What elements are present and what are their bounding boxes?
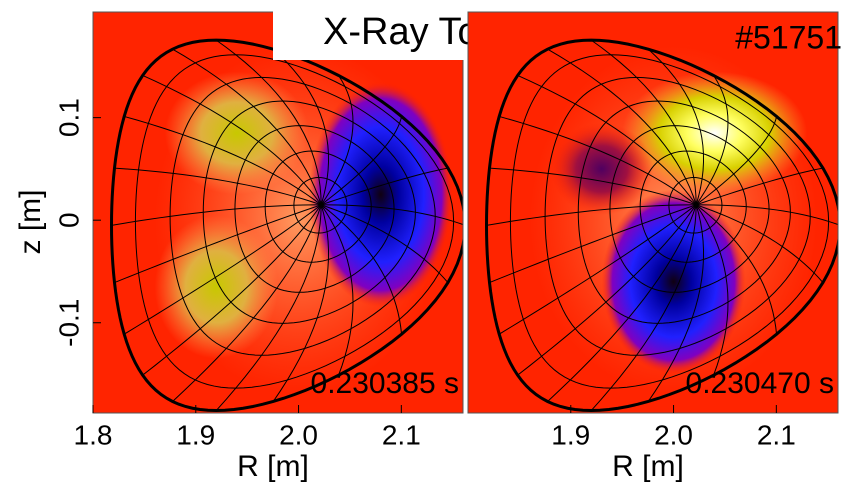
- emission-region: [164, 71, 309, 195]
- x-tick-label: 1.9: [176, 419, 215, 450]
- poloidal-line: [695, 75, 729, 206]
- poloidal-line: [172, 204, 322, 402]
- poloidal-line: [696, 204, 838, 226]
- poloidal-line: [498, 204, 697, 335]
- x-tick-label: 2.1: [757, 419, 796, 450]
- poloidal-line: [695, 204, 729, 376]
- poloidal-line: [695, 116, 778, 206]
- time-label: 0.230385 s: [311, 367, 459, 400]
- poloidal-line: [321, 204, 463, 226]
- x-tick-label: 1.8: [74, 419, 113, 450]
- emission-region: [622, 71, 808, 195]
- x-tick-label: 2.0: [654, 419, 693, 450]
- poloidal-line: [647, 204, 705, 402]
- poloidal-line: [696, 167, 824, 206]
- poloidal-line: [123, 204, 322, 335]
- poloidal-line: [272, 204, 330, 402]
- poloidal-line: [547, 48, 697, 205]
- poloidal-line: [321, 167, 449, 206]
- poloidal-line: [320, 204, 403, 335]
- y-axis-label: z [m]: [14, 190, 47, 255]
- x-axis-label: R [m]: [612, 450, 684, 483]
- y-tick-label: 0: [53, 212, 84, 228]
- panel: [468, 12, 838, 413]
- panel-frame: [467, 11, 839, 414]
- shot-number: #51751: [735, 19, 842, 55]
- poloidal-line: [517, 204, 697, 376]
- poloidal-line: [111, 204, 322, 226]
- poloidal-line: [547, 204, 697, 402]
- poloidal-line: [320, 75, 354, 206]
- poloidal-line: [114, 204, 322, 284]
- emission-region: [308, 81, 453, 308]
- poloidal-line: [215, 204, 322, 411]
- poloidal-line: [320, 116, 403, 206]
- x-tick-label: 2.0: [279, 419, 318, 450]
- panel: [93, 12, 463, 413]
- time-label: 0.230470 s: [686, 367, 834, 400]
- y-tick-label: 0.1: [53, 98, 84, 137]
- poloidal-line: [172, 48, 322, 205]
- poloidal-line: [590, 204, 697, 411]
- emission-region: [154, 215, 278, 359]
- poloidal-line: [215, 39, 322, 205]
- poloidal-line: [320, 204, 354, 376]
- poloidal-line: [696, 204, 824, 283]
- poloidal-line: [321, 204, 449, 283]
- poloidal-line: [695, 204, 778, 335]
- emission-region: [601, 189, 746, 375]
- poloidal-line: [517, 75, 697, 206]
- plots: 1.8 1.9 2.0 2.1 0.1 0 -0.1 z [m] R [m] 0.230385 s…: [14, 10, 842, 483]
- poloidal-line: [647, 48, 705, 205]
- poloidal-line: [489, 167, 697, 206]
- x-tick-label: 1.9: [551, 419, 590, 450]
- poloidal-line: [590, 39, 697, 205]
- y-tick-label: -0.1: [53, 299, 84, 347]
- emission-region: [550, 122, 653, 216]
- poloidal-line: [486, 204, 697, 226]
- poloidal-line: [499, 115, 697, 206]
- poloidal-line: [142, 75, 322, 206]
- x-tick-label: 2.1: [382, 419, 421, 450]
- poloidal-line: [142, 204, 322, 376]
- poloidal-line: [272, 48, 330, 205]
- poloidal-line: [114, 167, 322, 206]
- x-axis-label: R [m]: [237, 450, 309, 483]
- poloidal-line: [489, 204, 697, 284]
- poloidal-line: [124, 115, 322, 206]
